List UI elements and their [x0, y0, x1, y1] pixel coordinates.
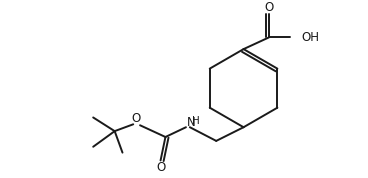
- Text: N: N: [187, 116, 195, 129]
- Text: O: O: [156, 161, 165, 174]
- Text: H: H: [192, 116, 199, 126]
- Text: O: O: [131, 112, 141, 125]
- Text: O: O: [264, 1, 273, 14]
- Text: OH: OH: [301, 31, 319, 44]
